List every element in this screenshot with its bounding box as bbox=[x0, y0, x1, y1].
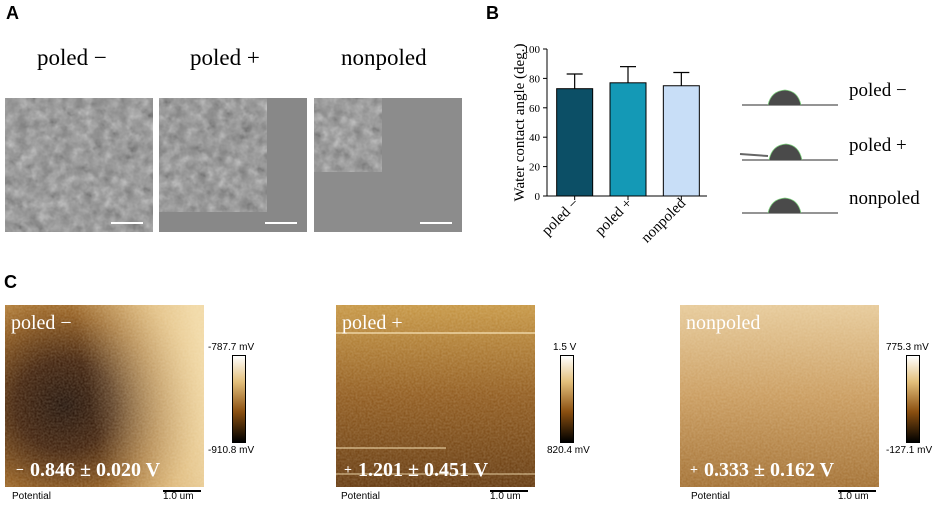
colorbar-max-label: 1.5 V bbox=[553, 342, 577, 353]
droplet-label-poled-plus: poled + bbox=[849, 135, 907, 156]
colorbar-max-label: -787.7 mV bbox=[208, 342, 255, 353]
panel-label-a: A bbox=[6, 3, 19, 23]
y-tick-label: 20 bbox=[529, 162, 541, 174]
droplet-label-nonpoled: nonpoled bbox=[849, 188, 920, 209]
x-tick-label: poled − bbox=[539, 196, 583, 240]
colorbar-min-label: 820.4 mV bbox=[547, 445, 590, 456]
kpfm-title-poled-minus: poled − bbox=[11, 312, 72, 334]
y-tick-label: 40 bbox=[529, 132, 541, 144]
scale-label: 1.0 um bbox=[163, 491, 194, 502]
scale-label: 1.0 um bbox=[490, 491, 521, 502]
x-tick-label: nonpoled bbox=[638, 195, 689, 246]
y-axis-label: Water contact angle (deg.) bbox=[512, 44, 528, 202]
droplet-poled-minus bbox=[742, 89, 838, 106]
scale-bar bbox=[490, 490, 528, 492]
kpfm-value-nonpoled: +0.333 ± 0.162 V bbox=[690, 459, 834, 482]
bar-2 bbox=[662, 85, 700, 197]
droplet-nonpoled bbox=[742, 197, 838, 214]
panel-label-c: C bbox=[4, 272, 17, 292]
kpfm-title-poled-plus: poled + bbox=[342, 312, 403, 334]
colorbar-poled-plus bbox=[560, 355, 574, 443]
kpfm-image-poled-plus bbox=[336, 305, 535, 487]
y-tick-label: 100 bbox=[524, 44, 541, 56]
sem-label-poled-minus: poled − bbox=[37, 45, 107, 70]
x-tick-label: poled + bbox=[592, 196, 636, 240]
potential-label: Potential bbox=[12, 491, 51, 502]
scale-label: 1.0 um bbox=[838, 491, 869, 502]
droplet-label-poled-minus: poled − bbox=[849, 80, 907, 101]
potential-label: Potential bbox=[341, 491, 380, 502]
potential-label: Potential bbox=[691, 491, 730, 502]
kpfm-sign: − bbox=[16, 463, 24, 478]
scale-bar bbox=[838, 490, 876, 492]
y-tick-label: 80 bbox=[529, 73, 541, 85]
bar-1 bbox=[609, 82, 647, 197]
kpfm-sign: + bbox=[690, 463, 698, 478]
kpfm-value-poled-plus: +1.201 ± 0.451 V bbox=[344, 459, 488, 482]
y-tick-label: 0 bbox=[535, 191, 541, 203]
kpfm-title-nonpoled: nonpoled bbox=[686, 312, 761, 334]
scale-bar bbox=[163, 490, 201, 492]
colorbar-min-label: -910.8 mV bbox=[208, 445, 255, 456]
sem-label-poled-plus: poled + bbox=[190, 45, 260, 70]
sem-scale-bar bbox=[420, 222, 452, 224]
sem-scale-bar bbox=[111, 222, 143, 224]
colorbar-min-label: -127.1 mV bbox=[886, 445, 933, 456]
colorbar-max-label: 775.3 mV bbox=[886, 342, 929, 353]
kpfm-value-text: 0.333 ± 0.162 V bbox=[703, 459, 835, 481]
droplet-images bbox=[739, 89, 838, 214]
panel-label-b: B bbox=[486, 3, 499, 23]
colorbar-nonpoled bbox=[906, 355, 920, 443]
sem-image-poled-plus bbox=[159, 98, 307, 232]
bar-0 bbox=[556, 88, 594, 197]
sem-label-nonpoled: nonpoled bbox=[341, 45, 427, 70]
kpfm-image-poled-minus bbox=[5, 305, 204, 487]
sem-image-poled-minus bbox=[5, 98, 153, 232]
kpfm-image-nonpoled bbox=[680, 305, 879, 487]
kpfm-sign: + bbox=[344, 463, 352, 478]
droplet-poled-plus bbox=[739, 143, 838, 161]
y-tick-label: 60 bbox=[529, 103, 541, 115]
sem-image-nonpoled bbox=[314, 98, 462, 232]
kpfm-value-poled-minus: −0.846 ± 0.020 V bbox=[16, 459, 160, 482]
sem-scale-bar bbox=[265, 222, 297, 224]
colorbar-poled-minus bbox=[232, 355, 246, 443]
kpfm-value-text: 1.201 ± 0.451 V bbox=[357, 459, 489, 481]
kpfm-value-text: 0.846 ± 0.020 V bbox=[29, 459, 161, 481]
